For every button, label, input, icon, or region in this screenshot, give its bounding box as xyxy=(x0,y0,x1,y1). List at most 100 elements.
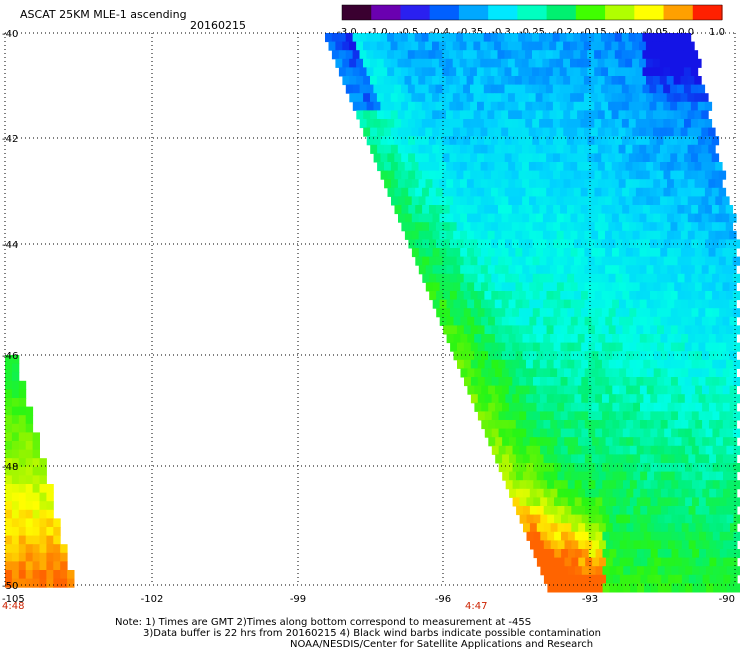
swath-cell xyxy=(653,110,661,120)
swath-cell xyxy=(628,119,637,129)
swath-cell xyxy=(39,475,47,485)
swath-cell xyxy=(432,93,440,103)
swath-cell xyxy=(432,110,440,120)
swath-cell xyxy=(5,372,13,382)
swath-cell xyxy=(705,411,713,421)
swath-cell xyxy=(532,67,540,77)
swath-cell xyxy=(460,213,468,223)
swath-cell xyxy=(407,67,416,77)
swath-cell xyxy=(546,136,554,146)
swath-cell xyxy=(691,170,699,180)
swath-cell xyxy=(32,466,40,476)
swath-cell xyxy=(649,170,658,180)
swath-cell xyxy=(673,127,682,137)
swath-cell xyxy=(663,136,671,146)
swath-cell xyxy=(487,179,495,189)
swath-cell xyxy=(685,549,693,559)
swath-cell xyxy=(532,50,540,60)
swath-cell xyxy=(508,76,516,86)
swath-cell xyxy=(608,394,617,404)
swath-cell xyxy=(646,402,655,412)
swath-cell xyxy=(325,33,333,43)
swath-cell xyxy=(609,445,617,455)
swath-cell xyxy=(559,50,567,60)
swath-cell xyxy=(411,76,419,86)
swath-cell xyxy=(667,351,675,361)
swath-cell xyxy=(554,514,562,524)
swath-cell xyxy=(681,523,690,533)
swath-cell xyxy=(477,325,485,335)
swath-cell xyxy=(488,402,496,412)
swath-cell xyxy=(39,527,47,537)
swath-cell xyxy=(525,136,533,146)
swath-cell xyxy=(625,76,633,86)
swath-cell xyxy=(504,119,512,129)
swath-cell xyxy=(691,291,699,301)
swath-cell xyxy=(587,291,596,301)
swath-cell xyxy=(460,334,468,344)
swath-cell xyxy=(539,119,547,129)
swath-cell xyxy=(667,506,676,516)
swath-cell xyxy=(577,420,586,430)
swath-cell xyxy=(719,566,728,576)
swath-cell xyxy=(508,144,516,154)
swath-cell xyxy=(390,144,399,154)
swath-cell xyxy=(484,222,492,232)
swath-cell xyxy=(656,239,665,249)
swath-cell xyxy=(480,265,489,275)
swath-cell xyxy=(411,213,420,223)
swath-cell xyxy=(474,334,482,344)
swath-cell xyxy=(460,368,468,378)
swath-cell xyxy=(508,162,516,172)
swath-cell xyxy=(619,557,628,567)
swath-cell xyxy=(698,445,707,455)
swath-cell xyxy=(670,239,678,249)
swath-cell xyxy=(566,33,574,43)
swath-cell xyxy=(601,50,609,60)
swath-cell xyxy=(729,213,737,223)
swath-cell xyxy=(646,162,654,172)
swath-cell xyxy=(536,351,544,361)
swath-cell xyxy=(563,196,571,206)
swath-cell xyxy=(488,420,496,430)
swath-cell xyxy=(460,282,468,292)
swath-cell xyxy=(553,136,561,146)
swath-cell xyxy=(429,222,437,232)
swath-cell xyxy=(729,282,737,292)
swath-cell xyxy=(504,33,512,43)
swath-cell xyxy=(550,437,558,447)
colorbar-swatch xyxy=(488,5,518,20)
swath-cell xyxy=(657,394,665,404)
swath-cell xyxy=(722,282,730,292)
swath-cell xyxy=(473,110,481,120)
swath-cell xyxy=(585,574,593,584)
swath-cell xyxy=(5,432,13,442)
swath-cell xyxy=(608,239,616,249)
swath-cell xyxy=(659,76,668,86)
swath-cell xyxy=(594,325,603,335)
swath-cell xyxy=(542,127,550,137)
swath-cell xyxy=(425,144,433,154)
swath-cell xyxy=(615,428,624,438)
swath-cell xyxy=(554,549,562,559)
swath-cell xyxy=(477,308,485,318)
swath-cell xyxy=(539,67,547,77)
swath-cell xyxy=(715,334,724,344)
swath-cell xyxy=(536,213,544,223)
swath-cell xyxy=(538,33,547,43)
swath-cell xyxy=(5,527,13,537)
swath-cell xyxy=(557,488,565,498)
swath-cell xyxy=(674,488,683,498)
swath-cell xyxy=(695,574,704,584)
swath-cell xyxy=(436,273,444,283)
swath-cell xyxy=(53,544,61,554)
swath-cell xyxy=(547,549,555,559)
swath-cell xyxy=(604,41,612,51)
swath-cell xyxy=(529,299,537,309)
swath-cell xyxy=(719,325,727,335)
swath-cell xyxy=(681,334,689,344)
swath-cell xyxy=(490,101,499,111)
swath-cell xyxy=(508,230,516,240)
swath-cell xyxy=(508,93,516,103)
swath-cell xyxy=(594,273,603,283)
